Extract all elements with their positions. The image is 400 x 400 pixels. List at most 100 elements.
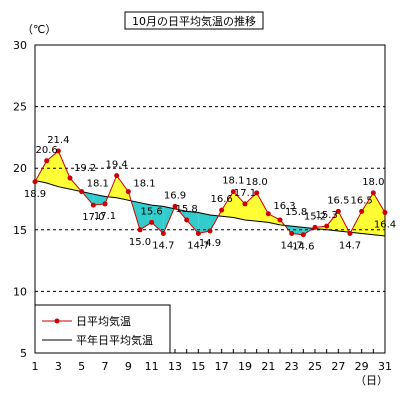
deviation-fill bbox=[198, 212, 210, 234]
x-tick-label: 15 bbox=[191, 360, 205, 373]
data-label: 16.3 bbox=[273, 201, 295, 212]
daily-temperature-marker bbox=[312, 224, 318, 230]
data-label: 15.3 bbox=[316, 210, 338, 221]
normal-temperature-line bbox=[34, 180, 386, 237]
data-label: 19.4 bbox=[106, 160, 128, 171]
axis-ticks: 1 3 5 7 9 11 13 15 17 19 21 23 25 27 29 31 bbox=[32, 349, 392, 373]
x-tick-label: 19 bbox=[238, 360, 252, 373]
x-tick-label: 13 bbox=[168, 360, 182, 373]
legend-normal-label: 平年日平均気温 bbox=[76, 333, 153, 347]
data-label: 18.1 bbox=[133, 179, 155, 190]
x-tick-label: 3 bbox=[55, 360, 62, 373]
deviation-fill bbox=[140, 202, 152, 230]
daily-temperature-series bbox=[32, 148, 388, 238]
x-axis-unit: （日） bbox=[355, 374, 388, 387]
deviation-fill bbox=[245, 192, 257, 222]
data-label: 16.9 bbox=[164, 190, 186, 201]
data-label: 17.1 bbox=[94, 211, 116, 222]
daily-temperature-marker bbox=[114, 173, 120, 179]
daily-temperature-marker bbox=[370, 190, 376, 196]
x-tick-label: 27 bbox=[331, 360, 345, 373]
data-label: 14.7 bbox=[339, 240, 361, 251]
daily-temperature-marker bbox=[125, 189, 131, 195]
x-tick-label: 29 bbox=[355, 360, 369, 373]
data-label: 15.8 bbox=[285, 207, 307, 218]
data-label: 16.6 bbox=[211, 194, 233, 205]
x-tick-label: 9 bbox=[125, 360, 132, 373]
legend-box bbox=[34, 304, 171, 354]
daily-temperature-marker bbox=[55, 148, 61, 154]
data-label: 17.1 bbox=[234, 188, 256, 199]
daily-temperature-marker bbox=[289, 230, 295, 236]
data-label: 18.0 bbox=[246, 177, 268, 188]
deviation-fill bbox=[315, 226, 327, 230]
data-label: 14.6 bbox=[292, 242, 314, 253]
deviation-fill bbox=[373, 192, 385, 236]
deviation-fill bbox=[361, 192, 374, 235]
daily-temperature-marker bbox=[254, 190, 260, 196]
chart-title: 10月の日平均気温の推移 bbox=[132, 14, 256, 28]
legend: 日平均気温 平年日平均気温 bbox=[34, 304, 171, 354]
data-label: 16.5 bbox=[327, 195, 349, 206]
deviation-fill bbox=[221, 191, 234, 218]
data-label: 17.0 bbox=[82, 212, 104, 223]
daily-temperature-marker bbox=[137, 227, 143, 233]
deviation-fill bbox=[186, 211, 199, 234]
data-label: 14.7 bbox=[187, 240, 209, 251]
daily-temperature-marker bbox=[277, 217, 283, 223]
daily-temperature-marker bbox=[359, 208, 365, 214]
data-label: 18.1 bbox=[222, 176, 244, 187]
deviation-fill bbox=[233, 191, 245, 220]
data-label: 18.0 bbox=[362, 177, 384, 188]
deviation-fill bbox=[46, 150, 59, 187]
daily-temperature-marker bbox=[219, 207, 225, 213]
daily-temperature-marker bbox=[230, 189, 236, 195]
deviation-fill bbox=[268, 213, 280, 225]
data-label: 16.4 bbox=[374, 220, 396, 231]
x-tick-label: 7 bbox=[102, 360, 109, 373]
data-label: 15.2 bbox=[304, 211, 326, 222]
data-label: 21.4 bbox=[47, 135, 69, 146]
y-tick-label: 15 bbox=[13, 224, 27, 237]
data-label: 19.2 bbox=[74, 163, 96, 174]
daily-temperature-marker bbox=[90, 202, 96, 208]
y-tick-label: 20 bbox=[13, 162, 27, 175]
daily-temperature-marker bbox=[102, 201, 108, 207]
daily-temperature-marker bbox=[300, 232, 306, 238]
deviation-fill bbox=[326, 211, 339, 232]
y-axis-unit: （℃） bbox=[22, 23, 56, 36]
daily-temperature-marker bbox=[335, 208, 341, 214]
daily-temperature-marker bbox=[44, 158, 50, 164]
daily-temperature-marker bbox=[195, 230, 201, 236]
deviation-fill bbox=[151, 205, 164, 234]
y-tick-label: 30 bbox=[13, 39, 27, 52]
y-tick-label: 5 bbox=[20, 347, 27, 360]
x-tick-label: 25 bbox=[308, 360, 322, 373]
data-labels: 18.920.621.419.218.117.017.119.418.115.0… bbox=[24, 135, 396, 253]
title-box bbox=[124, 11, 264, 30]
daily-temperature-marker bbox=[184, 217, 190, 223]
daily-temperature-marker bbox=[324, 223, 330, 229]
data-label: 14.7 bbox=[281, 240, 303, 251]
daily-temperature-marker bbox=[32, 179, 38, 185]
x-tick-label: 11 bbox=[145, 360, 159, 373]
deviation-fill bbox=[58, 150, 70, 190]
data-label: 14.7 bbox=[152, 240, 174, 251]
y-tick-label: 25 bbox=[13, 101, 27, 114]
data-label: 15.8 bbox=[176, 204, 198, 215]
daily-temperature-marker bbox=[347, 230, 353, 236]
y-tick-label: 10 bbox=[13, 285, 27, 298]
daily-temperature-marker bbox=[265, 211, 271, 217]
data-label: 16.5 bbox=[351, 195, 373, 206]
x-tick-label: 23 bbox=[285, 360, 299, 373]
daily-temperature-marker bbox=[149, 219, 155, 225]
data-label: 18.1 bbox=[87, 179, 109, 190]
daily-temperature-marker bbox=[382, 210, 388, 216]
x-tick-label: 21 bbox=[261, 360, 275, 373]
daily-temperature-marker bbox=[160, 230, 166, 236]
legend-daily-label: 日平均気温 bbox=[76, 314, 131, 328]
daily-temperature-marker bbox=[172, 203, 178, 209]
daily-temperature-marker bbox=[67, 175, 73, 181]
deviation-fill bbox=[93, 194, 105, 206]
